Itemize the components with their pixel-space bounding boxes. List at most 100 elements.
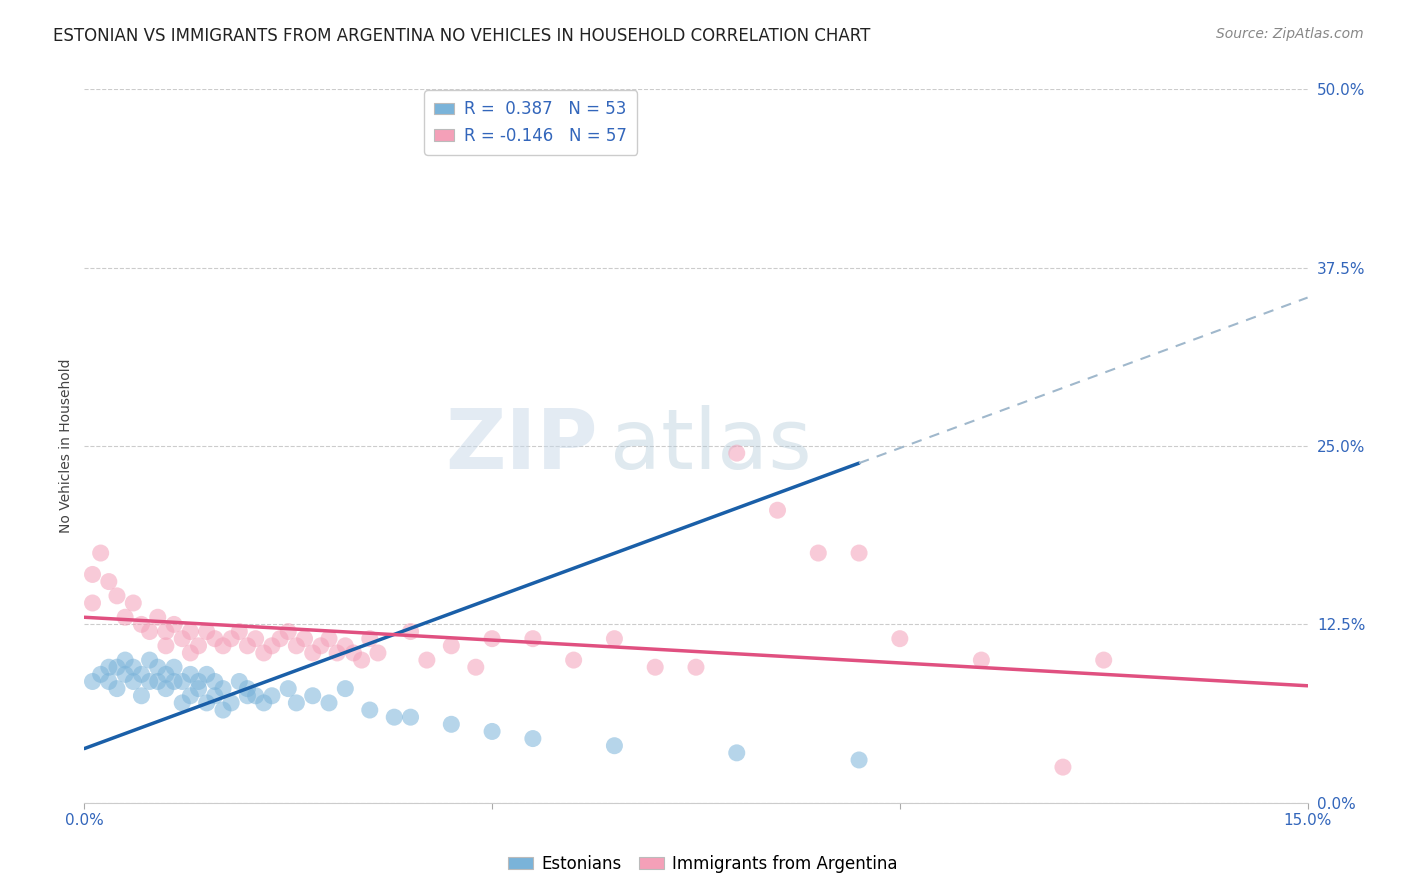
Point [90,667,112,681]
Point [382,710,405,724]
Point [195,696,218,710]
Point [464,660,486,674]
Point [82,567,104,582]
Point [138,624,160,639]
Point [82,596,104,610]
Point [204,689,226,703]
Point [122,674,145,689]
Point [1092,653,1115,667]
Point [807,546,830,560]
Point [138,653,160,667]
Point [146,660,169,674]
Point [766,503,789,517]
Point [172,674,194,689]
Point [219,632,242,646]
Point [97,574,120,589]
Point [131,667,153,681]
Point [603,632,626,646]
Point [285,639,308,653]
Point [204,632,226,646]
Point [326,646,349,660]
Point [603,739,626,753]
Point [204,674,226,689]
Point [114,667,136,681]
Point [367,646,389,660]
Point [114,610,136,624]
Point [90,546,112,560]
Point [212,639,235,653]
Point [245,632,267,646]
Point [172,632,194,646]
Point [155,667,177,681]
Point [187,681,209,696]
Point [122,596,145,610]
Point [481,724,503,739]
Text: atlas: atlas [610,406,813,486]
Point [399,710,422,724]
Point [481,632,503,646]
Point [114,653,136,667]
Point [131,689,153,703]
Point [301,646,323,660]
Point [335,681,357,696]
Point [848,546,870,560]
Point [301,689,323,703]
Point [260,689,283,703]
Point [163,660,186,674]
Point [359,703,381,717]
Point [260,639,283,653]
Point [253,696,276,710]
Point [228,674,250,689]
Point [163,617,186,632]
Point [350,653,373,667]
Point [212,703,235,717]
Point [848,753,870,767]
Point [131,617,153,632]
Point [522,731,544,746]
Point [294,632,316,646]
Point [105,681,128,696]
Y-axis label: No Vehicles in Household: No Vehicles in Household [59,359,73,533]
Point [522,632,544,646]
Point [105,589,128,603]
Text: ESTONIAN VS IMMIGRANTS FROM ARGENTINA NO VEHICLES IN HOUSEHOLD CORRELATION CHART: ESTONIAN VS IMMIGRANTS FROM ARGENTINA NO… [53,27,870,45]
Point [245,689,267,703]
Point [359,632,381,646]
Point [187,674,209,689]
Text: ZIP: ZIP [446,406,598,486]
Point [155,624,177,639]
Point [440,639,463,653]
Point [146,674,169,689]
Point [644,660,666,674]
Point [212,681,235,696]
Point [440,717,463,731]
Point [122,660,145,674]
Point [195,624,218,639]
Point [318,632,340,646]
Point [399,624,422,639]
Point [179,624,201,639]
Point [685,660,707,674]
Point [889,632,911,646]
Point [236,689,259,703]
Point [1052,760,1074,774]
Point [970,653,993,667]
Point [105,660,128,674]
Point [195,667,218,681]
Point [146,610,169,624]
Point [228,624,250,639]
Point [725,446,748,460]
Point [277,681,299,696]
Point [277,624,299,639]
Text: Source: ZipAtlas.com: Source: ZipAtlas.com [1216,27,1364,41]
Point [342,646,364,660]
Point [236,639,259,653]
Point [97,660,120,674]
Point [179,689,201,703]
Point [138,674,160,689]
Point [236,681,259,696]
Point [155,681,177,696]
Point [562,653,585,667]
Point [269,632,291,646]
Point [335,639,357,653]
